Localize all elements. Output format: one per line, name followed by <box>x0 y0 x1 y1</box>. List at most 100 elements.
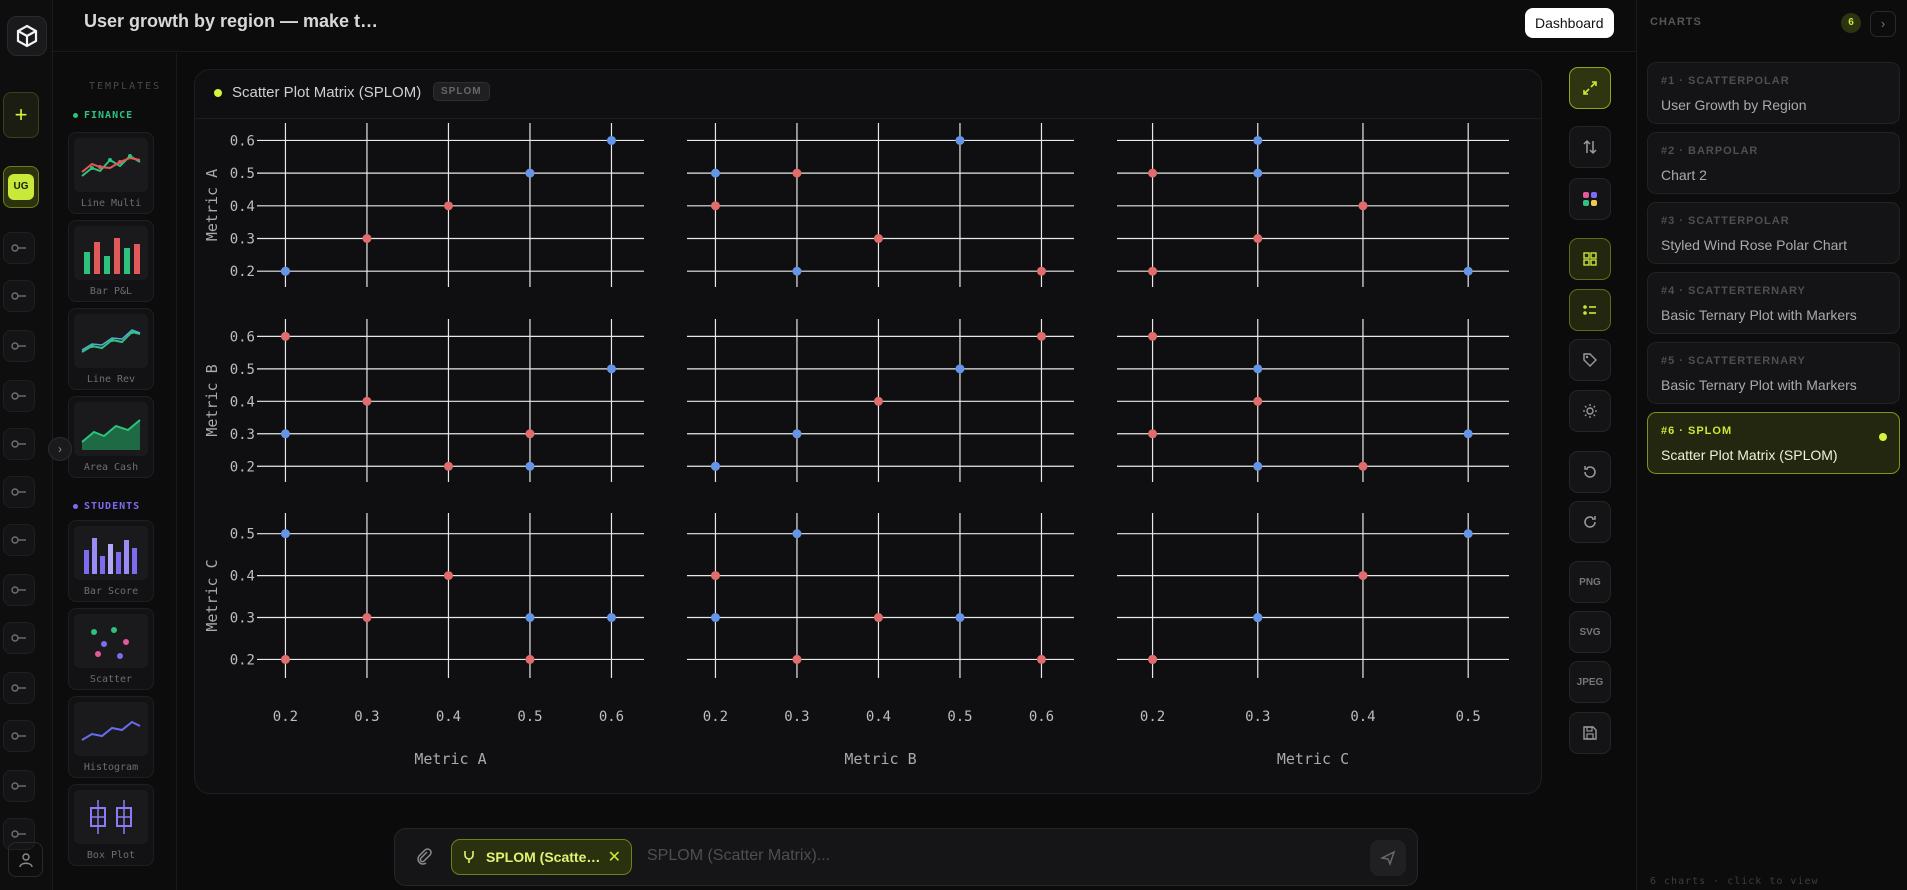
rail-chart-slot[interactable] <box>3 232 35 264</box>
rail-chart-slot[interactable] <box>3 622 35 654</box>
data-point[interactable] <box>443 571 453 581</box>
data-point[interactable] <box>1148 266 1158 276</box>
undo-button[interactable] <box>1569 451 1611 493</box>
redo-button[interactable] <box>1569 501 1611 543</box>
send-button[interactable] <box>1370 840 1406 876</box>
rail-chart-slot[interactable] <box>3 720 35 752</box>
splom-chart[interactable]: 0.2 0.3 0.4 0.5 0.6 Metric A 0.2 0.3 0.4 0.5 0.6 Me… <box>195 119 1541 793</box>
data-point[interactable] <box>1036 331 1046 341</box>
template-area-cash[interactable]: Area Cash <box>68 396 154 478</box>
swap-button[interactable] <box>1569 126 1611 168</box>
chart-type-chip[interactable]: SPLOM (Scatte… ✕ <box>451 839 632 875</box>
data-point[interactable] <box>1253 234 1263 244</box>
data-point[interactable] <box>362 396 372 406</box>
data-point[interactable] <box>525 168 535 178</box>
chart-card[interactable]: #5 · SCATTERTERNARY Basic Ternary Plot wi… <box>1647 342 1900 404</box>
data-point[interactable] <box>1036 266 1046 276</box>
data-point[interactable] <box>792 529 802 539</box>
save-button[interactable] <box>1569 712 1611 754</box>
data-point[interactable] <box>792 429 802 439</box>
splom-cell[interactable] <box>257 319 644 482</box>
splom-cell[interactable] <box>257 513 644 678</box>
data-point[interactable] <box>1253 168 1263 178</box>
user-button[interactable] <box>8 842 43 877</box>
export-png-button[interactable]: PNG <box>1569 561 1611 603</box>
splom-cell[interactable] <box>1117 513 1509 678</box>
expand-button[interactable] <box>1569 67 1611 109</box>
splom-cell[interactable] <box>687 319 1074 482</box>
splom-cell[interactable] <box>257 123 644 287</box>
chart-card[interactable]: #3 · SCATTERPOLAR Styled Wind Rose Polar … <box>1647 202 1900 264</box>
data-point[interactable] <box>362 234 372 244</box>
template-box-plot[interactable]: Box Plot <box>68 784 154 866</box>
data-point[interactable] <box>1253 613 1263 623</box>
data-point[interactable] <box>1253 396 1263 406</box>
data-point[interactable] <box>280 429 290 439</box>
template-bar-score[interactable]: Bar Score <box>68 520 154 602</box>
chart-card[interactable]: #1 · SCATTERPOLAR User Growth by Region <box>1647 62 1900 124</box>
labels-button[interactable] <box>1569 339 1611 381</box>
data-point[interactable] <box>792 266 802 276</box>
app-logo[interactable] <box>7 16 47 56</box>
template-line-rev[interactable]: Line Rev <box>68 308 154 390</box>
data-point[interactable] <box>710 571 720 581</box>
rail-chart-slot[interactable] <box>3 280 35 312</box>
data-point[interactable] <box>792 654 802 664</box>
splom-cell[interactable] <box>1117 123 1509 287</box>
data-point[interactable] <box>362 613 372 623</box>
data-point[interactable] <box>280 331 290 341</box>
data-point[interactable] <box>873 234 883 244</box>
data-point[interactable] <box>955 613 965 623</box>
remove-chip-icon[interactable]: ✕ <box>607 849 621 866</box>
data-point[interactable] <box>1253 135 1263 145</box>
data-point[interactable] <box>525 654 535 664</box>
chart-card[interactable]: #6 · SPLOM Scatter Plot Matrix (SPLOM) <box>1647 412 1900 474</box>
data-point[interactable] <box>1358 461 1368 471</box>
data-point[interactable] <box>1148 429 1158 439</box>
dashboard-button[interactable]: Dashboard <box>1525 8 1614 38</box>
data-point[interactable] <box>710 613 720 623</box>
data-point[interactable] <box>280 654 290 664</box>
data-point[interactable] <box>710 461 720 471</box>
data-point[interactable] <box>1036 654 1046 664</box>
data-point[interactable] <box>710 201 720 211</box>
chart-card[interactable]: #2 · BARPOLAR Chart 2 <box>1647 132 1900 194</box>
splom-cell[interactable] <box>1117 319 1509 482</box>
legend-toggle-button[interactable] <box>1569 289 1611 331</box>
new-chart-button[interactable]: + <box>3 92 39 138</box>
collapse-panel-button[interactable]: › <box>1870 11 1896 37</box>
data-point[interactable] <box>280 266 290 276</box>
rail-chart-slot[interactable] <box>3 428 35 460</box>
data-point[interactable] <box>606 613 616 623</box>
palette-button[interactable] <box>1569 178 1611 220</box>
attach-button[interactable] <box>415 847 433 870</box>
data-point[interactable] <box>710 168 720 178</box>
data-point[interactable] <box>1463 429 1473 439</box>
rail-item-active[interactable]: UG <box>3 166 39 208</box>
data-point[interactable] <box>1253 364 1263 374</box>
rail-chart-slot[interactable] <box>3 524 35 556</box>
data-point[interactable] <box>1148 331 1158 341</box>
rail-chart-slot[interactable] <box>3 770 35 802</box>
rail-chart-slot[interactable] <box>3 672 35 704</box>
data-point[interactable] <box>1253 461 1263 471</box>
data-point[interactable] <box>955 364 965 374</box>
data-point[interactable] <box>443 201 453 211</box>
template-bar-pl[interactable]: Bar P&L <box>68 220 154 302</box>
data-point[interactable] <box>525 613 535 623</box>
splom-cell[interactable] <box>687 513 1074 678</box>
rail-chart-slot[interactable] <box>3 476 35 508</box>
data-point[interactable] <box>955 135 965 145</box>
data-point[interactable] <box>1463 266 1473 276</box>
prompt-input[interactable]: SPLOM (Scatter Matrix)... <box>647 847 831 864</box>
template-scatter[interactable]: Scatter <box>68 608 154 690</box>
template-histogram[interactable]: Histogram <box>68 696 154 778</box>
theme-button[interactable] <box>1569 390 1611 432</box>
data-point[interactable] <box>792 168 802 178</box>
rail-chart-slot[interactable] <box>3 574 35 606</box>
rail-chart-slot[interactable] <box>3 380 35 412</box>
data-point[interactable] <box>606 364 616 374</box>
data-point[interactable] <box>525 461 535 471</box>
data-point[interactable] <box>1358 201 1368 211</box>
grid-toggle-button[interactable] <box>1569 238 1611 280</box>
